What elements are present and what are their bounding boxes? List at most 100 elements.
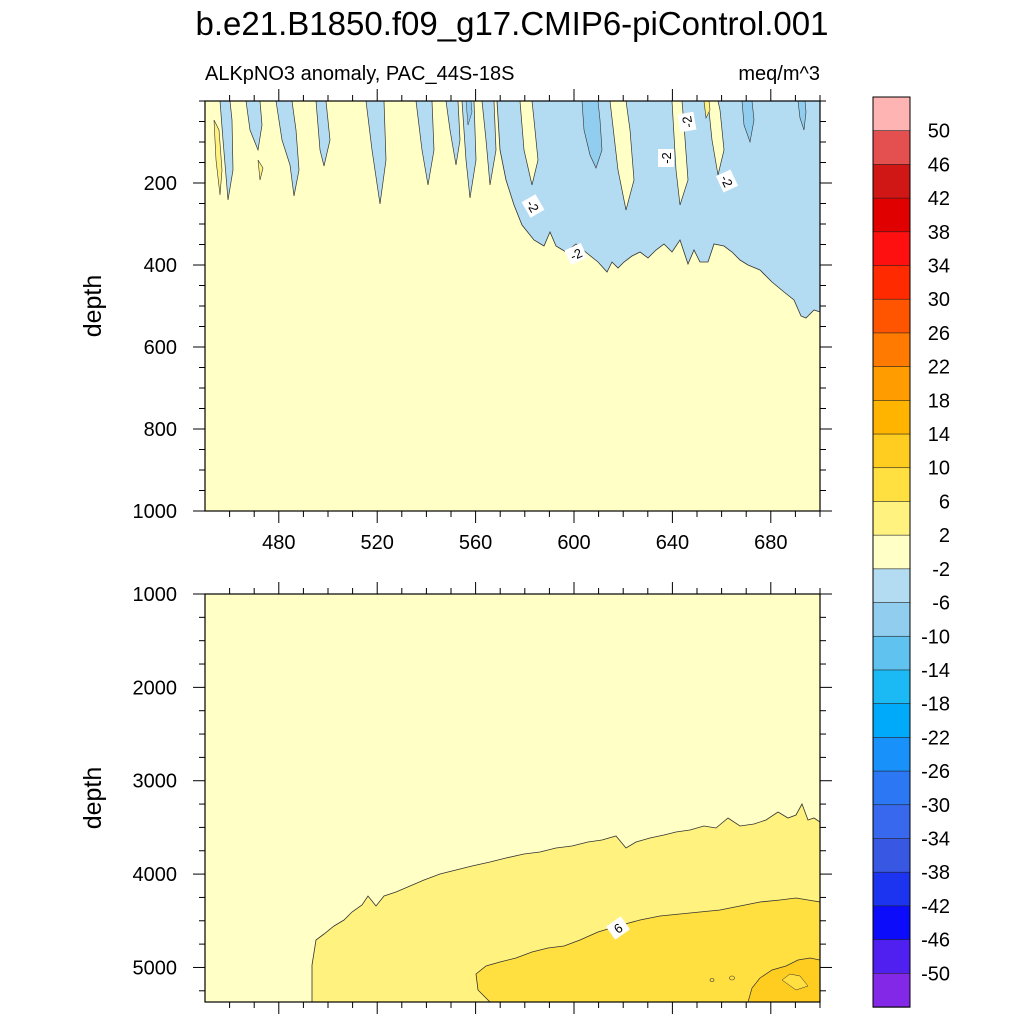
contour-label-box: [606, 916, 630, 940]
colorbar-swatch: [872, 770, 911, 806]
contour-label: -2: [564, 242, 588, 266]
colorbar-frame: [872, 96, 911, 1008]
colorbar-label: -38: [921, 862, 950, 884]
colorbar-label: -26: [921, 761, 950, 783]
colorbar-label: -46: [921, 930, 950, 952]
contour-label: -2: [521, 194, 545, 218]
colorbar-swatch: [872, 501, 911, 536]
contour-label-box: [715, 169, 739, 193]
contour-label-text: -2: [717, 173, 735, 190]
contour-label-box: [677, 111, 697, 133]
contour-label-text: -2: [659, 152, 674, 164]
colorbar-label: 6: [939, 491, 950, 513]
colorbar-swatch: [872, 905, 911, 941]
colorbar-swatch: [872, 635, 911, 671]
y-tick-label: 3000: [133, 771, 178, 793]
colorbar-swatch: [872, 130, 911, 166]
colorbar-swatch: [872, 568, 911, 604]
lower-small-contour: [729, 975, 735, 981]
y-tick-label: 200: [144, 173, 177, 195]
colorbar-swatch: [872, 838, 911, 873]
colorbar-label: -22: [921, 727, 950, 749]
upper-panel: [205, 100, 821, 511]
colorbar-label: -34: [921, 828, 950, 850]
colorbar-label: 26: [928, 323, 950, 345]
figure-title: b.e21.B1850.f09_g17.CMIP6-piControl.001: [196, 5, 829, 42]
colorbar-swatch: [872, 669, 911, 705]
colorbar-swatch: [872, 804, 911, 840]
colorbar-swatch: [872, 298, 911, 334]
upper-negative-streak: [275, 100, 300, 197]
contour-label-box: [521, 194, 545, 218]
colorbar-swatch: [872, 366, 911, 402]
colorbar-label: 22: [928, 357, 950, 379]
upper-y-axis-label: depth: [79, 275, 107, 338]
units-label: meq/m^3: [738, 63, 820, 85]
contour-label: -2: [658, 149, 674, 167]
colorbar-swatch: [872, 467, 911, 503]
y-tick-label: 4000: [133, 864, 178, 886]
colorbar-swatch: [872, 96, 911, 132]
colorbar-swatch: [872, 164, 911, 199]
y-tick-label: 5000: [133, 957, 178, 979]
colorbar-swatch: [872, 972, 911, 1008]
contour-label-box: [564, 242, 588, 266]
x-tick-label: 560: [459, 532, 492, 554]
contour-label: 6: [606, 916, 630, 940]
x-tick-label: 520: [361, 532, 394, 554]
colorbar-swatch: [872, 433, 911, 469]
lower-band-6-10: [475, 897, 821, 1003]
upper-positive-streak: [257, 159, 264, 181]
colorbar-label: 2: [939, 525, 950, 547]
colorbar-swatch: [872, 703, 911, 739]
x-tick-label: 480: [262, 532, 295, 554]
colorbar-label: 50: [928, 121, 950, 143]
y-tick-label: 800: [144, 419, 177, 441]
colorbar-swatch: [872, 231, 911, 267]
variable-subtitle: ALKpNO3 anomaly, PAC_44S-18S: [205, 63, 514, 85]
colorbar-swatch: [872, 332, 911, 368]
y-tick-label: 1000: [133, 584, 178, 606]
colorbar-label: -50: [921, 963, 950, 985]
colorbar-label: -30: [921, 795, 950, 817]
colorbar-label: 14: [928, 424, 950, 446]
colorbar-label: -18: [921, 694, 950, 716]
lower-band-6-10: [781, 973, 809, 991]
upper-positive-streak: [213, 119, 223, 196]
colorbar-label: -6: [932, 593, 950, 615]
colorbar-label: 38: [928, 222, 950, 244]
upper-darker-pocket: [581, 100, 603, 169]
colorbar-swatch: [872, 737, 911, 772]
colorbar-label: 34: [928, 256, 950, 278]
y-tick-label: 2000: [133, 677, 178, 699]
contour-label: -2: [715, 169, 739, 193]
upper-negative-region: [496, 100, 821, 319]
colorbar-swatch: [872, 197, 911, 233]
contour-label-box: [658, 149, 674, 167]
contour-label-text: -2: [679, 115, 696, 129]
colorbar-label: -14: [921, 660, 950, 682]
lower-panel-frame: [204, 593, 821, 1003]
colorbar-swatch: [872, 602, 911, 637]
colorbar-label: -2: [932, 559, 950, 581]
x-tick-label: 680: [754, 532, 787, 554]
x-tick-label: 600: [557, 532, 590, 554]
colorbar-label: -42: [921, 896, 950, 918]
colorbar-label: 42: [928, 188, 950, 210]
colorbar-label: 46: [928, 154, 950, 176]
colorbar-swatch: [872, 871, 911, 907]
lower-y-axis-label: depth: [79, 767, 107, 830]
y-tick-label: 400: [144, 255, 177, 277]
colorbar-label: 10: [928, 458, 950, 480]
y-tick-label: 600: [144, 337, 177, 359]
x-tick-label: 640: [656, 532, 689, 554]
lower-small-contour: [709, 978, 715, 982]
contour-label: -2: [677, 111, 697, 133]
y-tick-label: 1000: [133, 501, 178, 523]
colorbar-swatch: [872, 939, 911, 974]
contour-label-text: -2: [568, 245, 585, 263]
lower-panel: [205, 594, 821, 1003]
colorbar-swatch: [872, 400, 911, 435]
colorbar-swatch: [872, 534, 911, 570]
